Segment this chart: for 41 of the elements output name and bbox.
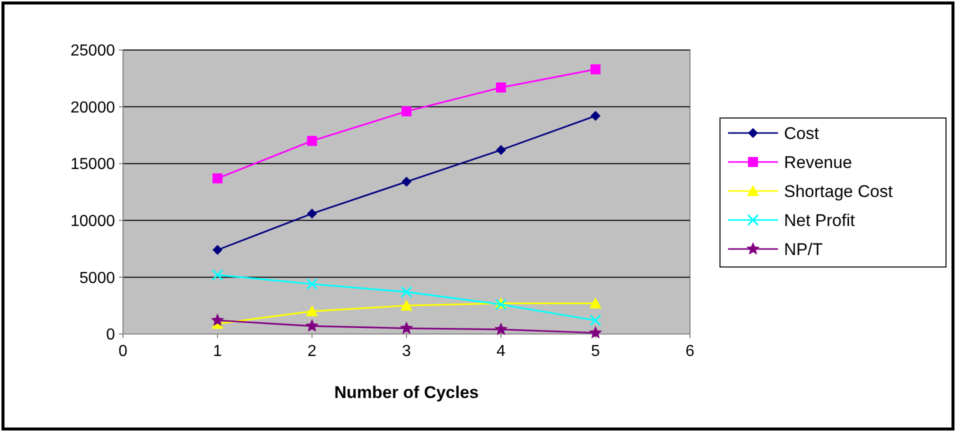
point <box>307 136 317 146</box>
x-axis-title: Number of Cycles <box>334 383 479 402</box>
legend-label: Revenue <box>784 152 852 172</box>
x-tick-label: 6 <box>686 343 695 360</box>
legend-label: NP/T <box>784 240 823 259</box>
point <box>494 322 508 336</box>
x-tick-label: 3 <box>402 343 412 360</box>
point <box>307 208 317 219</box>
x-tick-label: 1 <box>213 343 222 360</box>
point <box>590 297 602 308</box>
point <box>306 305 318 316</box>
point <box>402 106 412 116</box>
legend-label: Cost <box>784 124 820 143</box>
point <box>588 326 602 339</box>
point <box>212 244 222 255</box>
y-tick-label: 10000 <box>70 213 116 230</box>
point <box>400 286 412 298</box>
point <box>590 314 602 326</box>
y-tick-label: 25000 <box>70 42 116 60</box>
legend-label: Shortage Cost <box>784 182 893 201</box>
x-tick-label: 4 <box>496 343 506 360</box>
point <box>210 313 224 326</box>
point <box>496 144 506 155</box>
y-tick-label: 20000 <box>70 99 116 116</box>
point <box>590 110 600 121</box>
point <box>590 64 600 74</box>
y-tick-label: 15000 <box>70 156 116 174</box>
x-tick-label: 2 <box>308 343 317 360</box>
y-tick-label: 5000 <box>79 270 116 287</box>
point <box>212 173 222 184</box>
x-tick-label: 0 <box>118 343 128 360</box>
legend-label: Net Profit <box>784 210 856 230</box>
point <box>402 176 412 187</box>
point <box>496 82 506 92</box>
point <box>400 321 414 334</box>
y-tick-label: 0 <box>106 326 116 344</box>
point <box>306 278 318 290</box>
point <box>305 319 319 332</box>
point <box>212 269 224 281</box>
point <box>400 300 412 311</box>
x-tick-label: 5 <box>591 343 600 360</box>
